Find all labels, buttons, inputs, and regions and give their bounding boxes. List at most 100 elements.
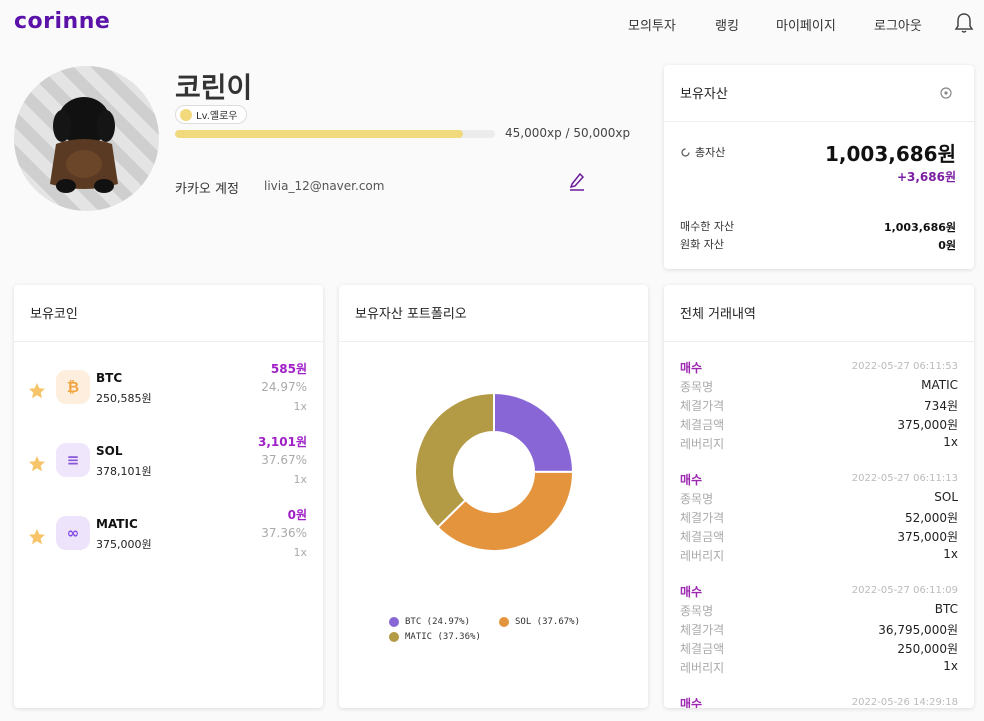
trade-price-value: 52,000원 <box>904 511 958 525</box>
trade-type: 매수 <box>680 585 703 599</box>
legend-label: SOL (37.67%) <box>515 617 581 627</box>
assets-card: 보유자산 총자산 1,003,686원 +3,686원 매수한 자산 1,003… <box>664 65 974 269</box>
trade-type: 매수 <box>680 473 703 487</box>
total-assets-change: +3,686원 <box>896 170 956 184</box>
coin-percent: 24.97% <box>261 380 307 394</box>
coin-percent: 37.67% <box>261 453 307 467</box>
coin-profit: 3,101원 <box>258 435 307 449</box>
total-assets-label: 총자산 <box>695 146 726 159</box>
trade-time: 2022-05-27 06:11:53 <box>851 361 958 372</box>
trade-price-label: 체결가격 <box>680 511 725 525</box>
solana-icon: ≡ <box>56 443 90 477</box>
portfolio-donut-chart <box>414 392 574 552</box>
trade-price-label: 체결가격 <box>680 399 725 413</box>
total-assets-value: 1,003,686원 <box>824 142 956 166</box>
portfolio-divider <box>339 341 648 342</box>
legend-label: BTC (24.97%) <box>405 617 471 627</box>
nickname: 코린이 <box>175 71 253 104</box>
krw-assets-value: 0원 <box>938 239 956 252</box>
trade-name-label: 종목명 <box>680 492 714 506</box>
trade-amount-label: 체결금액 <box>680 418 725 432</box>
holding-coins-title: 보유코인 <box>30 307 78 322</box>
coin-profit: 0원 <box>287 508 307 522</box>
nav-mypage[interactable]: 마이페이지 <box>776 19 836 34</box>
trade-leverage-label: 레버리지 <box>680 437 725 451</box>
legend-item-sol: SOL (37.67%) <box>499 617 580 627</box>
trade-amount-value: 250,000원 <box>897 642 958 656</box>
trade-time: 2022-05-27 06:11:13 <box>851 473 958 484</box>
coin-symbol: SOL <box>96 444 123 458</box>
dog-photo <box>50 97 118 193</box>
account-email: livia_12@naver.com <box>264 179 385 193</box>
coin-row[interactable]: ∞ MATIC 375,000원 0원 37.36% 1x <box>14 508 323 584</box>
level-dot-icon <box>180 108 192 121</box>
pencil-icon[interactable] <box>568 171 586 191</box>
coins-divider <box>14 341 323 342</box>
info-icon[interactable] <box>940 87 952 99</box>
xp-progress-bar <box>175 130 495 138</box>
trade-price-value: 36,795,000원 <box>878 623 958 637</box>
trade-name-value: MATIC <box>921 378 958 392</box>
account-label: 카카오 계정 <box>175 182 239 197</box>
star-icon[interactable] <box>28 455 46 473</box>
coin-row[interactable]: ≡ SOL 378,101원 3,101원 37.67% 1x <box>14 435 323 511</box>
level-badge: Lv.옐로우 <box>175 105 247 124</box>
assets-divider <box>664 121 974 122</box>
bell-icon[interactable] <box>954 12 974 34</box>
donut-slice-matic <box>414 392 495 529</box>
trades-divider <box>664 341 974 342</box>
top-nav: corinne 모의투자 랭킹 마이페이지 로그아웃 <box>0 0 984 48</box>
xp-text: 45,000xp / 50,000xp <box>505 126 631 140</box>
trade-leverage-value: 1x <box>943 435 958 449</box>
trade-type: 매수 <box>680 361 703 375</box>
trade-leverage-value: 1x <box>943 547 958 561</box>
nav-logout[interactable]: 로그아웃 <box>874 19 922 34</box>
trade-name-value: SOL <box>934 490 958 504</box>
star-icon[interactable] <box>28 528 46 546</box>
coin-leverage: 1x <box>293 400 307 413</box>
coin-symbol: MATIC <box>96 517 138 531</box>
trade-amount-value: 375,000원 <box>897 530 958 544</box>
refresh-icon[interactable] <box>680 147 691 158</box>
logo[interactable]: corinne <box>14 9 111 34</box>
coin-percent: 37.36% <box>261 526 307 540</box>
legend-item-matic: MATIC (37.36%) <box>389 632 481 642</box>
trade-amount-label: 체결금액 <box>680 530 725 544</box>
trade-amount-label: 체결금액 <box>680 642 725 656</box>
legend-label: MATIC (37.36%) <box>405 632 481 642</box>
total-assets-label-wrap: 총자산 <box>680 144 725 160</box>
donut-slice-sol <box>436 470 574 552</box>
trade-history-card: 전체 거래내역 매수 2022-05-27 06:11:53 종목명 MATIC 체결가… <box>664 285 974 708</box>
trade-amount-value: 375,000원 <box>897 418 958 432</box>
coin-row[interactable]: ₿ BTC 250,585원 585원 24.97% 1x <box>14 362 323 438</box>
star-icon[interactable] <box>28 382 46 400</box>
legend-item-btc: BTC (24.97%) <box>389 617 470 627</box>
assets-title: 보유자산 <box>680 87 728 102</box>
level-label: Lv.옐로우 <box>196 111 238 122</box>
trade-name-label: 종목명 <box>680 604 714 618</box>
donut-slice-btc <box>493 392 574 473</box>
bitcoin-icon: ₿ <box>56 370 90 404</box>
krw-assets-label: 원화 자산 <box>680 238 724 251</box>
bought-assets-value: 1,003,686원 <box>883 221 956 234</box>
polygon-icon: ∞ <box>56 516 90 550</box>
legend-dot <box>389 617 399 627</box>
trade-time: 2022-05-27 06:11:09 <box>851 585 958 596</box>
coin-amount: 378,101원 <box>96 465 152 478</box>
legend-dot <box>389 632 399 642</box>
trade-type: 매수 <box>680 697 703 708</box>
nav-mock-invest[interactable]: 모의투자 <box>628 19 676 34</box>
coin-leverage: 1x <box>293 473 307 486</box>
trade-price-label: 체결가격 <box>680 623 725 637</box>
coin-amount: 250,585원 <box>96 392 152 405</box>
trade-name-value: BTC <box>934 602 958 616</box>
trade-leverage-value: 1x <box>943 659 958 673</box>
coin-symbol: BTC <box>96 371 123 385</box>
portfolio-title: 보유자산 포트폴리오 <box>355 307 467 322</box>
nav-ranking[interactable]: 랭킹 <box>715 19 739 34</box>
trade-history-title: 전체 거래내역 <box>680 307 756 322</box>
trade-leverage-label: 레버리지 <box>680 661 725 675</box>
coin-profit: 585원 <box>270 362 307 376</box>
xp-progress-fill <box>175 130 463 138</box>
bought-assets-label: 매수한 자산 <box>680 220 735 233</box>
